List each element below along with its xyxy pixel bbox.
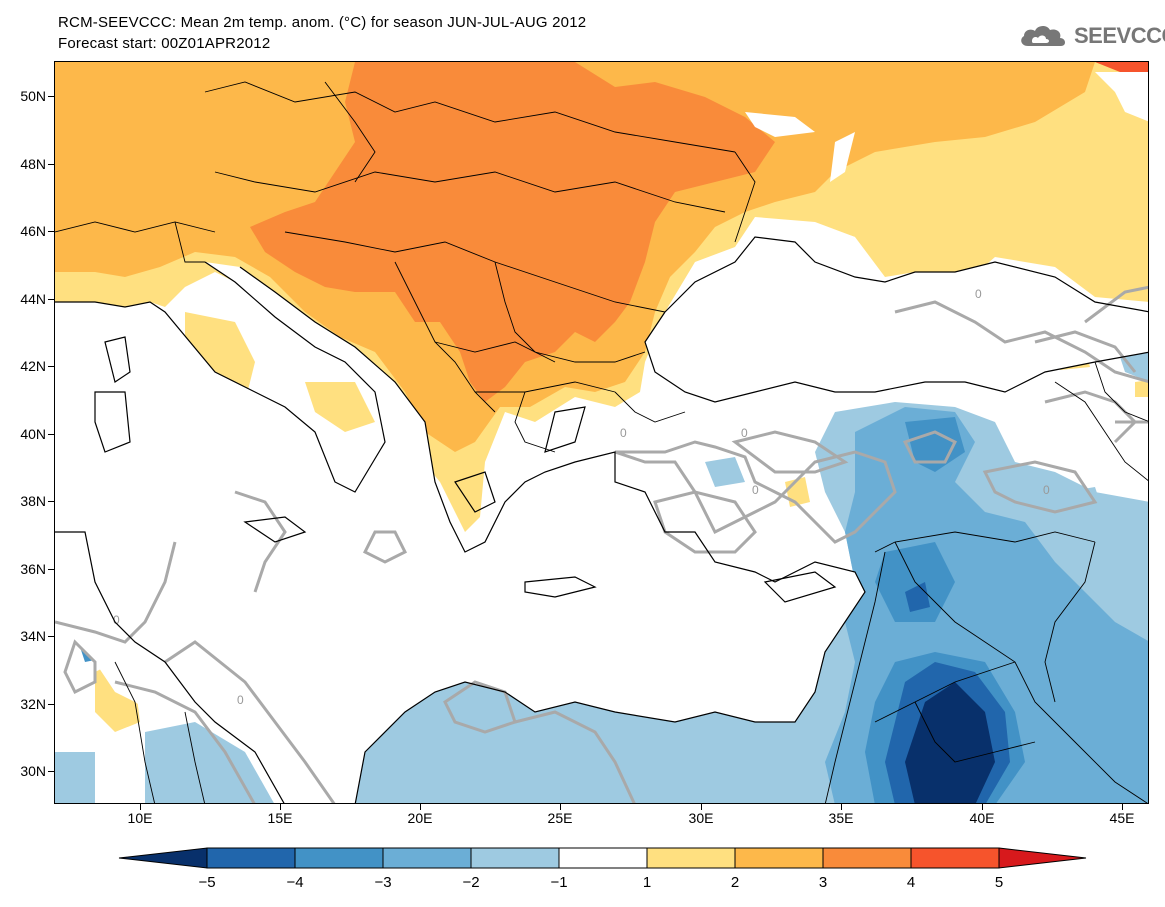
colorbar-label: −2 [462, 874, 480, 891]
colorbar [118, 847, 1087, 869]
chart-title: RCM-SEEVCCC: Mean 2m temp. anom. (°C) fo… [58, 12, 586, 54]
lat-label-48n: 48N [20, 156, 46, 172]
lat-tick [48, 569, 54, 570]
colorbar-label: 4 [906, 874, 916, 891]
borders [55, 81, 1148, 803]
lat-label-40n: 40N [20, 426, 46, 442]
colorbar-label: −4 [286, 874, 304, 891]
colorbar-segment [734, 847, 824, 869]
lat-tick [48, 501, 54, 502]
lat-tick [48, 434, 54, 435]
lon-label-45e: 45E [1109, 810, 1135, 826]
colorbar-segment [470, 847, 560, 869]
lon-tick [560, 804, 561, 810]
colorbar-low-cap [118, 847, 208, 869]
colorbar-segment [206, 847, 296, 869]
colorbar-label: −5 [198, 874, 216, 891]
title-line-1: RCM-SEEVCCC: Mean 2m temp. anom. (°C) fo… [58, 14, 587, 31]
colorbar-label: 3 [818, 874, 828, 891]
contour-labels: 0 0 0 0 0 0 0 [113, 287, 1050, 707]
contour-label: 0 [741, 426, 748, 440]
lat-label-38n: 38N [20, 493, 46, 509]
lat-label-44n: 44N [20, 291, 46, 307]
colorbar-segment [646, 847, 736, 869]
title-line-2: Forecast start: 00Z01APR2012 [58, 35, 271, 52]
contour-label: 0 [1043, 483, 1050, 497]
anomaly-map: 0 0 0 0 0 0 0 [55, 62, 1148, 803]
sea-masks [55, 72, 1148, 803]
anomaly-region-plus3 [250, 62, 775, 402]
lon-label-15e: 15E [267, 810, 293, 826]
lon-tick [420, 804, 421, 810]
lat-tick [48, 704, 54, 705]
lon-label-10e: 10E [127, 810, 153, 826]
lon-label-25e: 25E [547, 810, 573, 826]
contour-label: 0 [752, 483, 759, 497]
lat-label-32n: 32N [20, 696, 46, 712]
contour-label: 0 [113, 613, 120, 627]
lat-tick [48, 636, 54, 637]
lat-label-42n: 42N [20, 358, 46, 374]
lon-tick [1122, 804, 1123, 810]
cloud-icon [1021, 25, 1066, 46]
lon-tick [841, 804, 842, 810]
colorbar-high-cap [998, 847, 1087, 869]
colorbar-segment [382, 847, 472, 869]
contour-label: 0 [975, 287, 982, 301]
lat-tick [48, 366, 54, 367]
map-panel: 0 0 0 0 0 0 0 [54, 61, 1149, 804]
contour-zero [55, 285, 1148, 803]
lon-tick [140, 804, 141, 810]
logo-text: SEEVCCC [1074, 23, 1165, 48]
lat-label-50n: 50N [20, 88, 46, 104]
coastlines [55, 236, 1148, 803]
contour-label: 0 [620, 426, 627, 440]
colorbar-label: −1 [550, 874, 568, 891]
anomaly-region-plus4 [1095, 62, 1148, 74]
lat-label-34n: 34N [20, 628, 46, 644]
lon-label-30e: 30E [688, 810, 714, 826]
lat-label-30n: 30N [20, 763, 46, 779]
mediterranean-sea [55, 262, 865, 803]
lon-tick [280, 804, 281, 810]
lat-tick [48, 299, 54, 300]
lon-tick [982, 804, 983, 810]
lon-label-35e: 35E [828, 810, 854, 826]
colorbar-label: 2 [730, 874, 740, 891]
colorbar-segment [822, 847, 912, 869]
lat-tick [48, 771, 54, 772]
colorbar-segment [558, 847, 648, 869]
colorbar-label: −3 [374, 874, 392, 891]
lon-tick [701, 804, 702, 810]
lat-tick [48, 164, 54, 165]
contour-label: 0 [237, 693, 244, 707]
lat-label-46n: 46N [20, 223, 46, 239]
colorbar-segment [294, 847, 384, 869]
lon-label-40e: 40E [969, 810, 995, 826]
seevccc-logo: SEEVCCC [1018, 22, 1165, 50]
colorbar-label: 5 [994, 874, 1004, 891]
lat-tick [48, 231, 54, 232]
lon-label-20e: 20E [407, 810, 433, 826]
colorbar-label: 1 [642, 874, 652, 891]
lat-label-36n: 36N [20, 561, 46, 577]
lat-tick [48, 96, 54, 97]
black-sea [645, 237, 1148, 402]
anomaly-region-minus5 [905, 682, 995, 803]
colorbar-segment [910, 847, 1000, 869]
